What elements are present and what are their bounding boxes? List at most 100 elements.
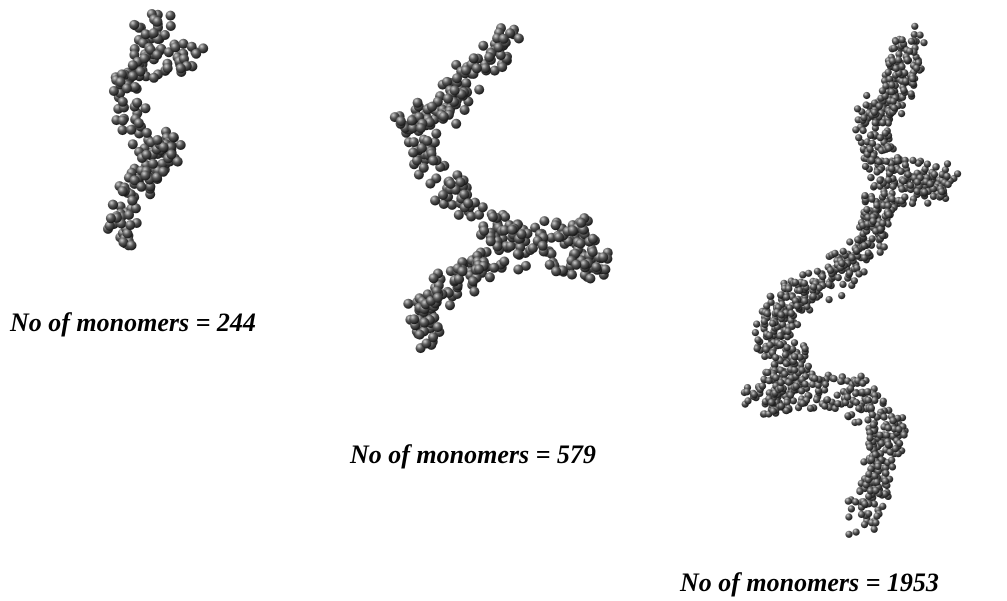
monomer [899,177,908,185]
monomer [861,192,869,200]
monomer [890,104,898,112]
monomer [421,338,432,349]
monomer [852,498,860,506]
monomer [750,391,758,399]
monomer [874,462,882,470]
monomer [487,212,498,222]
monomer [860,254,869,262]
caption: No of monomers = 244 [10,308,256,337]
monomer [868,139,877,147]
monomer [413,169,424,180]
monomer [830,375,838,383]
monomer [170,42,181,53]
monomer [910,30,918,39]
monomer [415,123,426,134]
monomer [571,259,582,270]
monomer [897,167,905,175]
monomer [753,345,761,353]
monomer [920,39,928,47]
monomer [909,156,917,164]
monomer [428,332,439,343]
monomer [875,102,883,110]
monomer [871,391,879,399]
monomer [425,178,436,189]
monomer [885,210,893,219]
monomer [867,404,876,412]
monomer [913,178,921,186]
monomer [888,463,897,471]
monomer [484,272,495,283]
monomer [428,155,439,166]
monomer [889,417,897,425]
monomer [859,126,867,135]
monomer [191,48,202,59]
monomer [140,103,151,114]
monomer [860,521,869,529]
monomer [466,211,477,222]
monomer [546,248,557,259]
monomer [913,187,921,195]
monomer [474,84,485,95]
monomer [943,160,952,168]
monomer [923,160,932,168]
monomer [105,213,116,224]
monomer [777,311,785,319]
monomer [489,65,500,76]
monomer [117,115,128,126]
monomer [474,209,485,220]
monomer [479,225,490,236]
monomer [796,353,804,361]
monomer [489,262,500,273]
monomer [419,317,430,328]
monomer [554,232,564,243]
monomer [844,497,852,505]
monomer [877,439,886,448]
monomer [880,190,888,198]
monomer [587,247,598,257]
monomer [886,75,894,83]
monomer [762,346,770,354]
monomer [783,407,791,415]
monomer [766,292,774,300]
monomer [776,332,784,340]
monomer [445,178,456,189]
monomer [416,143,427,153]
monomer [412,155,422,166]
monomer [866,443,874,451]
monomer [855,404,863,413]
monomer [152,16,163,27]
monomer [801,345,809,353]
monomer [892,64,900,73]
monomer [954,170,962,178]
monomer [821,386,829,394]
monomer [901,69,909,77]
monomer [867,173,875,182]
monomer [782,293,791,301]
monomer [798,366,806,374]
monomer [838,259,846,267]
monomer [879,219,887,227]
monomer [864,213,872,222]
monomer [868,156,876,164]
monomer [926,180,935,188]
monomer [871,119,879,127]
monomer [841,399,850,407]
monomer [821,380,830,388]
monomer [516,229,527,240]
monomer [884,68,892,76]
monomer [854,236,862,244]
monomer [813,396,821,404]
monomer [914,159,923,167]
monomer [801,297,809,305]
monomer [878,87,887,95]
monomer [777,379,785,387]
monomer [898,36,906,44]
monomer [871,124,880,132]
monomer [789,345,797,353]
monomer [165,10,176,21]
monomer [567,225,578,236]
monomer [877,225,885,233]
monomer [871,396,879,404]
monomer [866,434,874,442]
